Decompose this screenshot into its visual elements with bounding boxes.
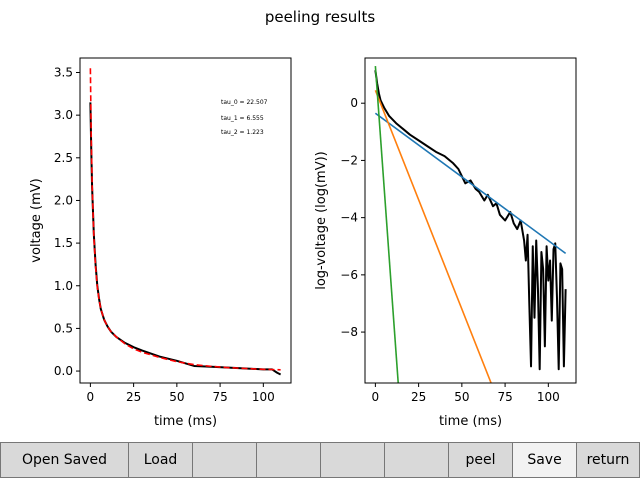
load-button[interactable]: Load	[128, 442, 193, 478]
voltage-plot-y-tick-label: 0.5	[54, 321, 73, 335]
voltage-plot-marks	[89, 68, 282, 376]
blank-button-4[interactable]	[384, 442, 449, 478]
voltage-plot-series-line-1	[89, 68, 281, 371]
tau-2-annotation: tau_2 = 1.223	[221, 129, 264, 136]
voltage-plot-y-tick-label: 3.0	[54, 108, 73, 122]
blank-button-2[interactable]	[256, 442, 321, 478]
log-voltage-plot-y-tick-label: −6	[340, 268, 358, 282]
voltage-plot-x-tick-label: 0	[87, 390, 95, 404]
voltage-plot-ticks: 0 25 50 75 100 0.0 0.5 1.0 1.5 2.0 2.5 3.0 3.5	[54, 66, 275, 404]
log-voltage-plot-ticks: 0 25 50 75 100 0 −2 −4 −6 −8	[340, 96, 559, 404]
log-voltage-plot-x-tick-label: 25	[411, 390, 426, 404]
log-voltage-plot-x-tick-label: 50	[454, 390, 469, 404]
log-voltage-plot-series-line-2	[374, 90, 492, 383]
voltage-plot-x-tick-label: 50	[169, 390, 184, 404]
tau-1-annotation: tau_1 = 6.555	[221, 115, 264, 122]
log-voltage-plot-x-tick-label: 75	[497, 390, 512, 404]
voltage-plot-y-tick-label: 0.0	[54, 364, 73, 378]
log-voltage-plot: 0 25 50 75 100 0 −2 −4 −6 −8 time (ms) log-voltag…	[314, 57, 577, 429]
log-voltage-plot-x-tick-label: 100	[537, 390, 560, 404]
voltage-plot: 0 25 50 75 100 0.0 0.5 1.0 1.5 2.0 2.5 3.0 3.5 time …	[29, 57, 292, 429]
log-voltage-plot-x-axis-label: time (ms)	[439, 414, 502, 429]
peel-button[interactable]: peel	[448, 442, 513, 478]
voltage-plot-x-axis-label: time (ms)	[154, 414, 217, 429]
voltage-plot-y-tick-label: 2.0	[54, 193, 73, 207]
log-voltage-plot-frame	[364, 57, 577, 384]
save-button[interactable]: Save	[512, 442, 577, 478]
voltage-plot-y-tick-label: 1.0	[54, 279, 73, 293]
voltage-plot-x-tick-label: 100	[252, 390, 275, 404]
log-voltage-plot-y-tick-label: −8	[340, 325, 358, 339]
voltage-plot-y-tick-label: 1.5	[54, 236, 73, 250]
voltage-plot-y-tick-label: 3.5	[54, 66, 73, 80]
toolbar: Open Saved Load peel Save return	[0, 442, 640, 480]
figure-canvas: peeling results 0 25 50 75 100 0.0 0.5 1.0 1.5 2.…	[29, 8, 577, 429]
figure-title: peeling results	[265, 8, 376, 26]
log-voltage-plot-y-tick-label: 0	[350, 96, 358, 110]
tau-0-annotation: tau_0 = 22.507	[221, 99, 268, 106]
voltage-plot-series-line-0	[89, 102, 282, 376]
log-voltage-plot-marks	[374, 65, 567, 383]
log-voltage-plot-y-tick-label: −4	[340, 211, 358, 225]
open-saved-button[interactable]: Open Saved	[0, 442, 129, 478]
log-voltage-plot-series-line-0	[374, 70, 567, 371]
voltage-plot-y-axis-label: voltage (mV)	[29, 178, 44, 262]
log-voltage-plot-y-axis-label: log-voltage (log(mV))	[314, 151, 329, 290]
log-voltage-plot-x-tick-label: 0	[372, 390, 380, 404]
voltage-plot-frame	[79, 57, 292, 384]
voltage-plot-x-tick-label: 25	[126, 390, 141, 404]
blank-button-3[interactable]	[320, 442, 385, 478]
log-voltage-plot-series-line-1	[374, 112, 567, 255]
voltage-plot-x-tick-label: 75	[212, 390, 227, 404]
log-voltage-plot-y-tick-label: −2	[340, 153, 358, 167]
log-voltage-plot-series-line-3	[374, 65, 400, 383]
return-button[interactable]: return	[576, 442, 640, 478]
voltage-plot-y-tick-label: 2.5	[54, 151, 73, 165]
blank-button-1[interactable]	[192, 442, 257, 478]
